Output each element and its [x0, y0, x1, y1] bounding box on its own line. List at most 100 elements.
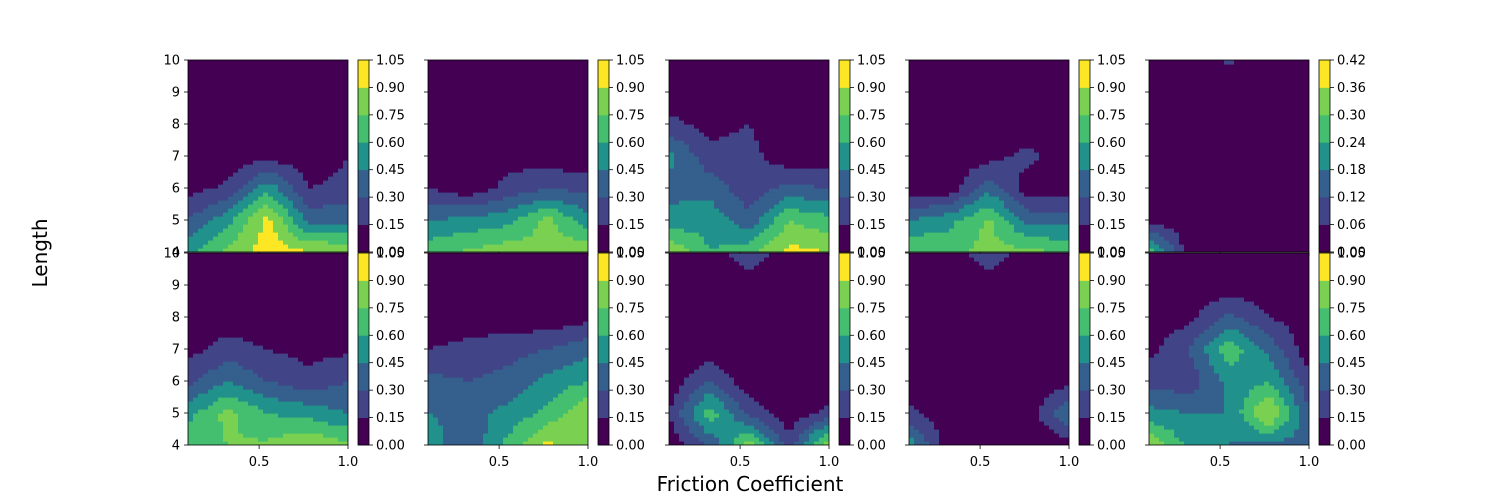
contour-cell — [438, 212, 444, 217]
contour-cell — [208, 148, 214, 153]
contour-cell — [578, 132, 584, 137]
contour-cell — [684, 228, 690, 233]
contour-cell — [203, 188, 209, 193]
contour-cell — [303, 88, 309, 93]
contour-cell — [513, 176, 519, 181]
contour-cell — [223, 176, 229, 181]
contour-cell — [739, 200, 745, 205]
contour-cell — [543, 200, 549, 205]
contour-cell — [193, 100, 199, 105]
contour-cell — [704, 244, 710, 249]
contour-cell — [283, 236, 289, 241]
contour-cell — [248, 140, 254, 145]
contour-cell — [443, 236, 449, 241]
contour-cell — [433, 144, 439, 149]
contour-cell — [533, 68, 539, 73]
contour-cell — [538, 168, 544, 173]
contour-cell — [323, 176, 329, 181]
contour-cell — [263, 240, 269, 245]
contour-cell — [253, 228, 259, 233]
contour-cell — [984, 228, 990, 233]
contour-cell — [804, 240, 810, 245]
contour-cell — [218, 208, 224, 213]
contour-cell — [198, 216, 204, 221]
contour-cell — [438, 156, 444, 161]
contour-cell — [568, 204, 574, 209]
contour-cell — [674, 200, 680, 205]
contour-cell — [784, 216, 790, 221]
contour-cell — [463, 180, 469, 185]
contour-cell — [223, 200, 229, 205]
contour-cell — [283, 156, 289, 161]
contour-cell — [764, 76, 770, 81]
contour-cell — [679, 200, 685, 205]
contour-cell — [523, 100, 529, 105]
contour-cell — [428, 68, 434, 73]
contour-cell — [488, 216, 494, 221]
contour-cell — [814, 104, 820, 109]
contour-cell — [804, 140, 810, 145]
contour-cell — [438, 152, 444, 157]
contour-cell — [463, 100, 469, 105]
contour-cell — [218, 128, 224, 133]
contour-cell — [709, 120, 715, 125]
contour-cell — [764, 200, 770, 205]
contour-cell — [729, 148, 735, 153]
contour-cell — [478, 144, 484, 149]
contour-cell — [734, 88, 740, 93]
contour-cell — [188, 236, 194, 241]
contour-cell — [714, 228, 720, 233]
contour-cell — [694, 160, 700, 165]
contour-cell — [699, 236, 705, 241]
contour-cell — [338, 100, 344, 105]
contour-cell — [699, 224, 705, 229]
contour-cell — [749, 140, 755, 145]
contour-cell — [689, 92, 695, 97]
contour-cell — [719, 196, 725, 201]
contour-cell — [468, 188, 474, 193]
contour-cell — [714, 112, 720, 117]
contour-cell — [448, 124, 454, 129]
contour-cell — [669, 240, 675, 245]
contour-cell — [243, 136, 249, 141]
contour-cell — [513, 84, 519, 89]
contour-cell — [804, 168, 810, 173]
contour-cell — [573, 164, 579, 169]
contour-cell — [313, 232, 319, 237]
contour-cell — [764, 180, 770, 185]
contour-cell — [493, 144, 499, 149]
contour-cell — [188, 228, 194, 233]
contour-cell — [799, 68, 805, 73]
contour-cell — [193, 176, 199, 181]
contour-cell — [273, 68, 279, 73]
contour-cell — [428, 152, 434, 157]
contour-cell — [283, 192, 289, 197]
contour-cell — [503, 112, 509, 117]
contour-cell — [438, 196, 444, 201]
contour-cell — [734, 152, 740, 157]
contour-cell — [323, 188, 329, 193]
contour-cell — [323, 196, 329, 201]
contour-cell — [674, 240, 680, 245]
contour-cell — [724, 112, 730, 117]
contour-cell — [448, 152, 454, 157]
contour-cell — [248, 116, 254, 121]
contour-cell — [293, 84, 299, 89]
contour-cell — [528, 216, 534, 221]
contour-cell — [193, 184, 199, 189]
contour-cell — [458, 160, 464, 165]
contour-cell — [198, 236, 204, 241]
contour-cell — [799, 80, 805, 85]
contour-cell — [694, 192, 700, 197]
contour-cell — [218, 144, 224, 149]
contour-cell — [699, 212, 705, 217]
contour-cell — [724, 224, 730, 229]
contour-cell — [774, 144, 780, 149]
contour-cell — [1014, 224, 1020, 229]
contour-cell — [533, 240, 539, 245]
contour-cell — [273, 60, 279, 65]
contour-cell — [548, 136, 554, 141]
contour-cell — [1024, 224, 1030, 229]
contour-cell — [248, 160, 254, 165]
